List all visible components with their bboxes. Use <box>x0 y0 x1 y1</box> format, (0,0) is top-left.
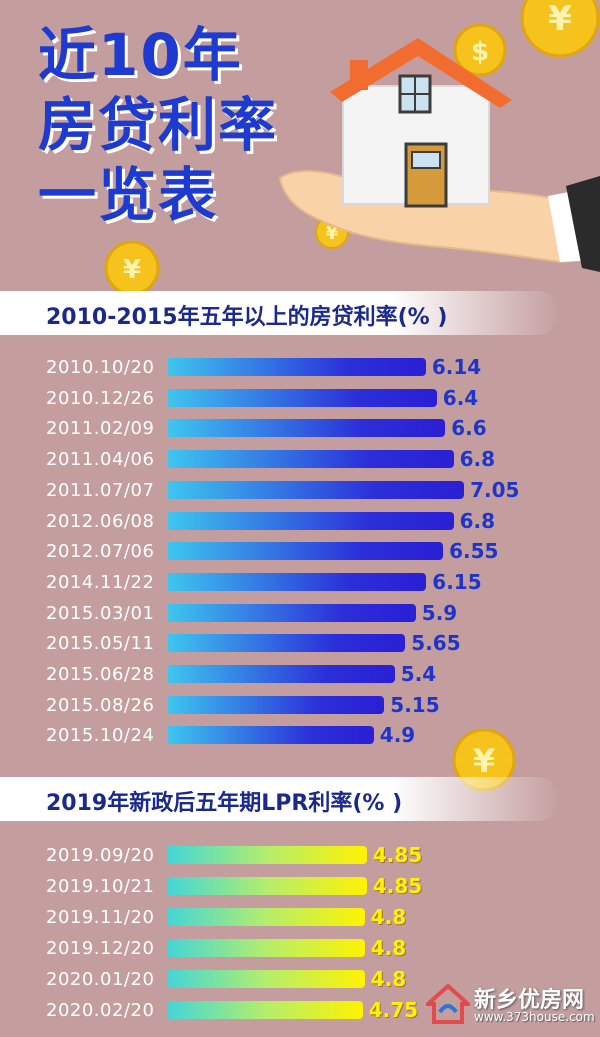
chart-2-header: 2019年新政后五年期LPR利率(% ) <box>0 777 560 821</box>
category-label: 2019.10/21 <box>46 876 155 897</box>
category-label: 2020.02/20 <box>46 1000 155 1021</box>
value-label: 6.8 <box>459 508 496 533</box>
category-label: 2012.07/06 <box>46 541 155 563</box>
bar-row: 2015.03/01 5.9 <box>0 600 600 630</box>
bar <box>168 542 444 561</box>
bar-row: 2019.10/21 4.85 <box>0 873 600 903</box>
svg-text:$: $ <box>471 37 489 67</box>
bar <box>168 419 446 438</box>
value-label: 4.85 <box>372 874 423 898</box>
svg-text:¥: ¥ <box>326 223 339 244</box>
value-label: 4.8 <box>370 967 407 991</box>
bar-row: 2011.02/09 6.6 <box>0 415 600 445</box>
bar <box>168 358 426 376</box>
bar <box>168 665 395 683</box>
value-label: 6.8 <box>459 447 496 472</box>
value-label: 5.65 <box>411 631 461 656</box>
value-label: 5.4 <box>400 662 437 686</box>
value-label: 6.14 <box>431 355 482 379</box>
chart-2-title: 2019年新政后五年期LPR利率(% ) <box>46 791 403 816</box>
bar-row: 2012.06/08 6.8 <box>0 508 600 538</box>
category-label: 2011.04/06 <box>46 449 155 471</box>
bar-row: 2014.11/22 6.15 <box>0 569 600 599</box>
coin-icon: ¥ <box>452 728 516 792</box>
value-label: 7.05 <box>470 477 520 502</box>
bar <box>168 1001 363 1019</box>
bar <box>168 970 365 988</box>
bar-row: 2015.06/28 5.4 <box>0 661 600 691</box>
category-label: 2010.12/26 <box>46 387 155 409</box>
bar-row: 2019.11/20 4.8 <box>0 904 600 934</box>
bar-row: 2011.04/06 6.8 <box>0 446 600 476</box>
category-label: 2015.06/28 <box>46 664 155 685</box>
value-label: 6.6 <box>451 416 487 441</box>
watermark-url: www.373house.com <box>474 1010 595 1024</box>
bar <box>168 572 427 591</box>
bar <box>168 939 365 957</box>
category-label: 2020.01/20 <box>46 969 155 990</box>
value-label: 4.75 <box>368 998 419 1022</box>
coin-icon: $ <box>453 23 507 77</box>
value-label: 6.15 <box>432 569 482 594</box>
category-label: 2019.09/20 <box>46 845 155 866</box>
chart-1-title: 2010-2015年五年以上的房贷利率(% ) <box>46 305 448 330</box>
value-label: 4.9 <box>379 723 416 748</box>
bar <box>168 388 437 407</box>
house-logo-icon <box>426 983 470 1024</box>
category-label: 2010.10/20 <box>46 357 155 378</box>
bar <box>168 726 374 745</box>
value-label: 6.4 <box>442 385 479 410</box>
category-label: 2011.07/07 <box>46 479 155 501</box>
chart-1-header: 2010-2015年五年以上的房贷利率(% ) <box>0 291 560 335</box>
house-on-hand-illustration: ¥ $ ¥ ¥ <box>104 0 600 296</box>
bar <box>168 511 454 530</box>
bar <box>168 908 365 926</box>
value-label: 5.15 <box>390 692 440 717</box>
svg-text:¥: ¥ <box>473 742 495 780</box>
value-label: 4.8 <box>370 905 407 929</box>
title-line-2: 房贷利率 <box>38 91 279 159</box>
watermark: 新乡优房网 www.373house.com <box>424 980 595 1030</box>
value-label: 4.85 <box>372 843 423 867</box>
svg-text:¥: ¥ <box>548 0 572 39</box>
category-label: 2015.08/26 <box>46 694 155 716</box>
coin-icon: ¥ <box>104 240 160 296</box>
bar-row: 2010.10/20 6.14 <box>0 354 600 384</box>
bar <box>168 480 465 499</box>
title-line-1: 近10年 <box>38 21 243 89</box>
coin-icon: ¥ <box>520 0 600 58</box>
watermark-name: 新乡优房网 <box>474 988 585 1013</box>
bar <box>168 695 385 714</box>
bar <box>168 634 406 653</box>
bar-row: 2020.02/20 4.75 <box>0 997 600 1027</box>
category-label: 2015.05/11 <box>46 633 155 655</box>
category-label: 2012.06/08 <box>46 510 155 532</box>
bar <box>168 450 454 469</box>
category-label: 2011.02/09 <box>46 418 155 440</box>
bar <box>168 877 367 895</box>
bar-row: 2015.05/11 5.65 <box>0 630 600 660</box>
svg-text:¥: ¥ <box>123 255 141 285</box>
category-label: 2014.11/22 <box>46 571 155 593</box>
bar-row: 2019.12/20 4.8 <box>0 935 600 965</box>
house-illustration <box>330 38 512 208</box>
page-title: 近10年 房贷利率 一览表 <box>38 20 278 230</box>
category-label: 2019.12/20 <box>46 938 155 959</box>
value-label: 4.8 <box>370 936 407 960</box>
title-line-3: 一览表 <box>38 161 219 229</box>
value-label: 5.9 <box>421 600 458 625</box>
bar-row: 2011.07/07 7.05 <box>0 477 600 507</box>
bar <box>168 846 367 864</box>
bar-row: 2015.08/26 5.15 <box>0 692 600 722</box>
value-label: 6.55 <box>449 539 499 564</box>
category-label: 2015.03/01 <box>46 602 155 624</box>
bar-row: 2015.10/24 4.9 <box>0 722 600 752</box>
bar-row: 2020.01/20 4.8 <box>0 966 600 996</box>
bar <box>168 603 416 622</box>
bar-row: 2019.09/20 4.85 <box>0 842 600 872</box>
bar-row: 2010.12/26 6.4 <box>0 385 600 415</box>
category-label: 2019.11/20 <box>46 907 155 928</box>
category-label: 2015.10/24 <box>46 725 155 747</box>
bar-row: 2012.07/06 6.55 <box>0 538 600 568</box>
